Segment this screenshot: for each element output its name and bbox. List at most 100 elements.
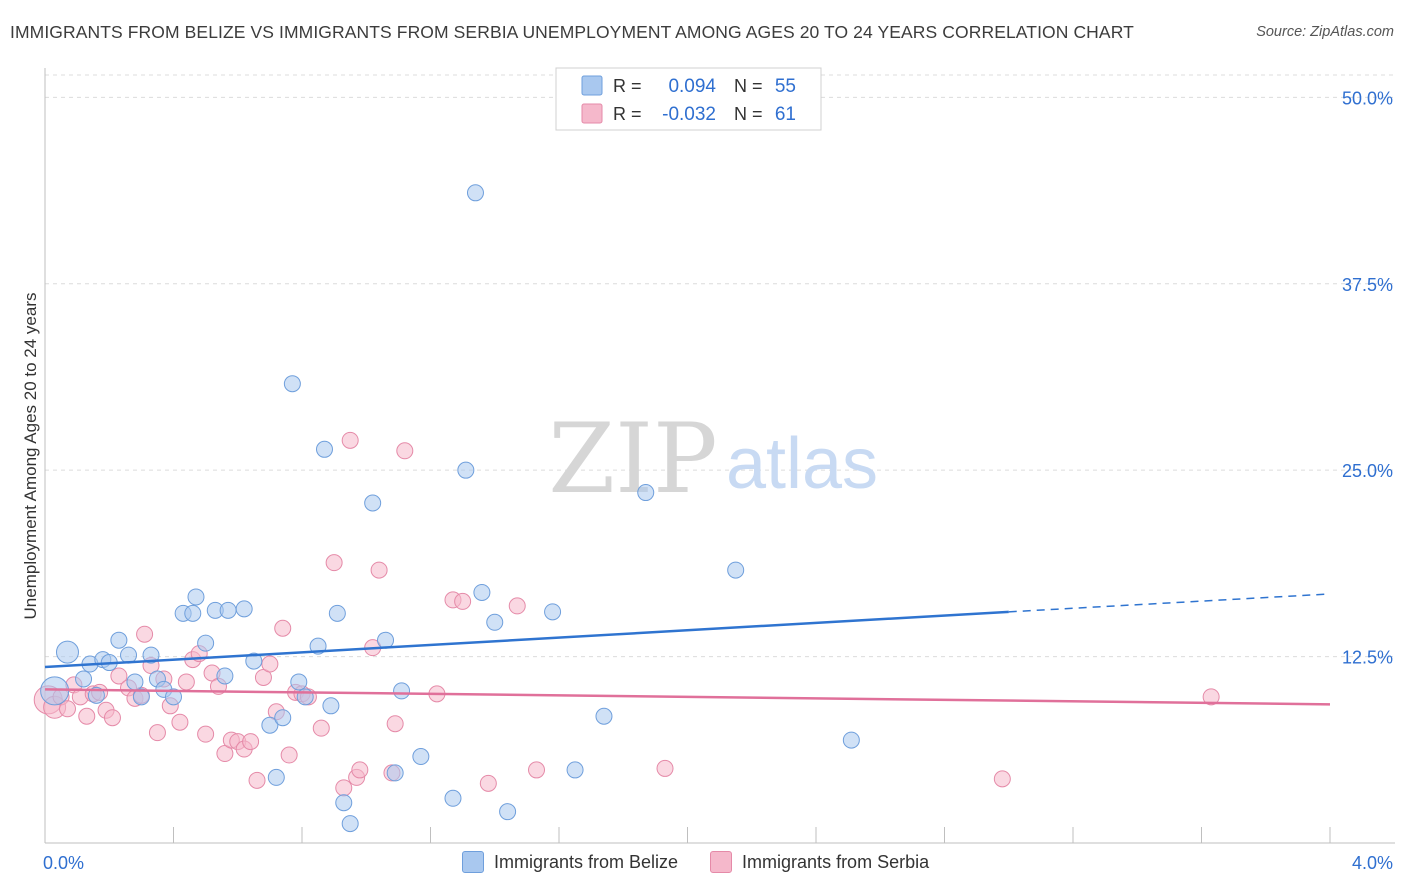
belize-point bbox=[466, 184, 484, 202]
legend-n-value: 61 bbox=[775, 104, 796, 125]
belize-point bbox=[184, 604, 202, 622]
legend-label-serbia: Immigrants from Serbia bbox=[742, 851, 930, 872]
belize-point bbox=[75, 670, 93, 688]
belize-point bbox=[245, 652, 263, 670]
serbia-point bbox=[1202, 688, 1220, 706]
legend-top: R = 0.094 N = 55 R = -0.032 N = 61 bbox=[555, 67, 822, 131]
y-tick-labels: 12.5% 25.0% 37.5% 50.0% bbox=[1342, 88, 1393, 667]
belize-trend-extension bbox=[1008, 593, 1331, 613]
belize-point bbox=[386, 764, 404, 782]
belize-point bbox=[126, 673, 144, 691]
y-tick-label: 50.0% bbox=[1342, 88, 1393, 108]
legend-swatch-belize bbox=[581, 75, 603, 96]
legend-bottom: Immigrants from Belize Immigrants from S… bbox=[462, 851, 961, 873]
y-axis-label: Unemployment Among Ages 20 to 24 years bbox=[21, 293, 40, 620]
belize-point bbox=[842, 731, 860, 749]
belize-point bbox=[110, 631, 128, 649]
serbia-point bbox=[280, 746, 298, 764]
belize-point bbox=[412, 748, 430, 766]
serbia-point bbox=[136, 625, 154, 643]
belize-point bbox=[457, 461, 475, 479]
serbia-point bbox=[110, 667, 128, 685]
belize-point bbox=[637, 484, 655, 502]
belize-point bbox=[274, 709, 292, 727]
watermark: ZIP atlas bbox=[548, 403, 878, 515]
serbia-point bbox=[78, 707, 96, 725]
serbia-point bbox=[396, 442, 414, 460]
watermark-zip: ZIP bbox=[548, 403, 717, 515]
legend-r-value: 0.094 bbox=[668, 76, 716, 97]
belize-point bbox=[335, 794, 353, 812]
legend-label-belize: Immigrants from Belize bbox=[494, 851, 679, 872]
serbia-point bbox=[312, 719, 330, 737]
belize-point bbox=[87, 686, 105, 704]
belize-point bbox=[473, 583, 491, 601]
serbia-point bbox=[261, 655, 279, 673]
serbia-point bbox=[335, 779, 353, 797]
belize-point bbox=[566, 761, 584, 779]
belize-point bbox=[328, 604, 346, 622]
legend-swatch-serbia bbox=[581, 103, 603, 124]
y-tick-label: 37.5% bbox=[1342, 275, 1393, 295]
serbia-point bbox=[386, 715, 404, 733]
serbia-point bbox=[58, 700, 76, 718]
belize-point bbox=[216, 667, 234, 685]
serbia-point bbox=[197, 725, 215, 743]
legend-item-serbia: Immigrants from Serbia bbox=[710, 851, 929, 873]
belize-point bbox=[341, 815, 359, 833]
belize-points bbox=[40, 184, 860, 833]
serbia-point bbox=[242, 733, 260, 751]
belize-point bbox=[595, 707, 613, 725]
serbia-point bbox=[454, 592, 472, 610]
grid-lines bbox=[45, 74, 1395, 658]
serbia-point bbox=[148, 724, 166, 742]
belize-point bbox=[142, 646, 160, 664]
x-tick-label: 4.0% bbox=[1352, 853, 1393, 873]
serbia-point bbox=[528, 761, 546, 779]
serbia-point bbox=[341, 431, 359, 449]
belize-point bbox=[219, 601, 237, 619]
belize-point bbox=[267, 768, 285, 786]
serbia-point bbox=[325, 554, 343, 572]
legend-n-value: 55 bbox=[775, 76, 796, 97]
belize-point bbox=[544, 603, 562, 621]
belize-point bbox=[315, 440, 333, 458]
legend-swatch-serbia bbox=[710, 851, 733, 873]
serbia-point bbox=[351, 761, 369, 779]
serbia-point bbox=[479, 774, 497, 792]
legend-r-value: -0.032 bbox=[662, 104, 716, 125]
y-tick-label: 25.0% bbox=[1342, 461, 1393, 481]
axes bbox=[44, 68, 1395, 844]
serbia-point bbox=[177, 673, 195, 691]
legend-item-belize: Immigrants from Belize bbox=[462, 851, 678, 873]
belize-point bbox=[132, 688, 150, 706]
legend-n-label: N = bbox=[734, 104, 763, 124]
serbia-point bbox=[171, 713, 189, 731]
belize-point bbox=[393, 682, 411, 700]
serbia-point bbox=[274, 619, 292, 637]
chart-title: IMMIGRANTS FROM BELIZE VS IMMIGRANTS FRO… bbox=[10, 22, 1134, 42]
belize-point bbox=[727, 561, 745, 579]
serbia-point bbox=[370, 561, 388, 579]
serbia-point bbox=[248, 771, 266, 789]
watermark-atlas: atlas bbox=[726, 424, 878, 504]
serbia-point bbox=[508, 597, 526, 615]
belize-point bbox=[377, 631, 395, 649]
belize-point bbox=[290, 673, 308, 691]
belize-point bbox=[364, 494, 382, 512]
belize-point bbox=[187, 588, 205, 606]
legend-r-label: R = bbox=[613, 104, 642, 124]
belize-point bbox=[283, 375, 301, 393]
belize-point bbox=[499, 803, 517, 821]
serbia-point bbox=[103, 709, 121, 727]
y-tick-label: 12.5% bbox=[1342, 648, 1393, 668]
belize-point bbox=[235, 600, 253, 618]
belize-point bbox=[444, 789, 462, 807]
x-tick-labels: 0.0% 4.0% bbox=[43, 853, 1393, 873]
source-credit: Source: ZipAtlas.com bbox=[1256, 24, 1394, 40]
belize-point bbox=[486, 613, 504, 631]
serbia-point bbox=[993, 770, 1011, 788]
belize-trend-line bbox=[44, 610, 1009, 669]
belize-point bbox=[322, 697, 340, 715]
